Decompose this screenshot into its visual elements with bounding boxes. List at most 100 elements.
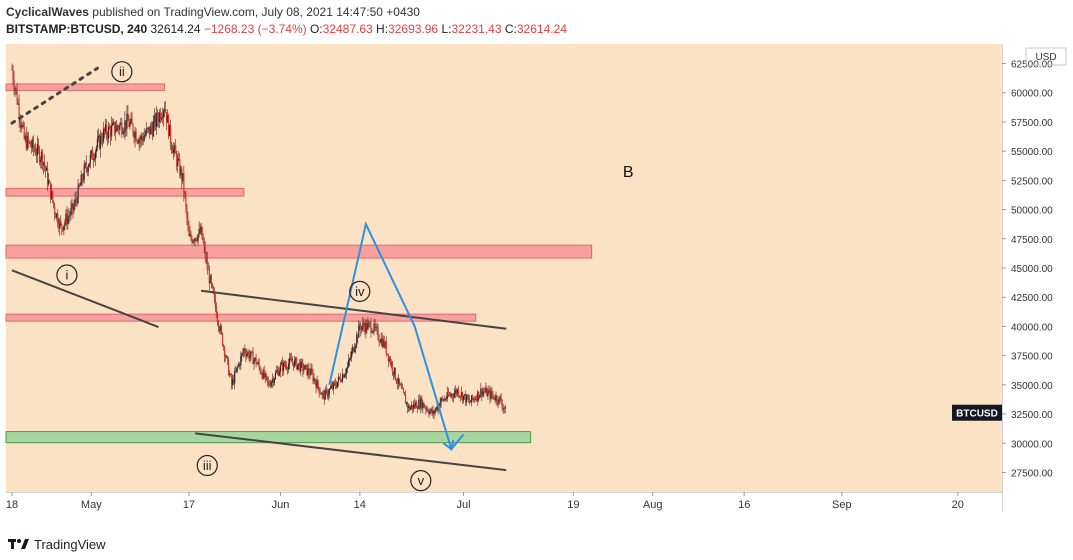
candle-body — [177, 159, 179, 167]
candle-body — [370, 323, 372, 333]
candle-body — [136, 140, 138, 142]
candle-body — [188, 225, 190, 237]
candle-body — [372, 331, 374, 333]
candle-body — [102, 128, 105, 142]
wave-label-circle — [196, 454, 218, 477]
x-tick-label: Jun — [272, 499, 290, 511]
candle-body — [263, 370, 265, 378]
candle-body — [228, 360, 230, 376]
candle-body — [166, 115, 169, 123]
candle-body — [156, 112, 159, 120]
trendline — [194, 432, 507, 472]
candle-body — [427, 409, 429, 412]
wave-label-circle — [349, 280, 371, 302]
candle-body — [391, 362, 393, 372]
candle-body — [182, 173, 184, 182]
candle-body — [192, 240, 194, 243]
currency-label: USD — [1035, 52, 1056, 63]
candle-body — [63, 225, 65, 231]
brand-name[interactable]: TradingView — [34, 536, 106, 552]
candle-body — [390, 362, 392, 365]
candle-body — [43, 162, 46, 167]
candle-body — [269, 385, 271, 387]
candle-body — [211, 283, 213, 287]
candle-body — [324, 389, 326, 400]
dotted-trendline — [10, 66, 99, 125]
symbol-name: BITSTAMP:BTCUSD, 240 — [6, 22, 148, 36]
candle-body — [162, 110, 165, 118]
candle-body — [41, 152, 44, 166]
candle-body — [259, 366, 261, 373]
y-tick-label: 35000.00 — [1011, 381, 1053, 392]
candle-body — [90, 150, 92, 155]
candle-body — [421, 397, 423, 409]
candle-body — [368, 322, 370, 324]
candle-body — [213, 293, 215, 298]
candle-body — [181, 168, 183, 182]
candle-body — [397, 378, 400, 384]
candle-body — [198, 228, 200, 235]
candle-body — [128, 120, 130, 127]
candle-body — [417, 408, 419, 410]
chart-area[interactable]: 27500.00 30000.00 32500.00 35000.00 37500.00… — [0, 44, 1073, 524]
candle-body — [105, 124, 108, 136]
candle-body — [254, 357, 256, 360]
candle-body — [160, 117, 163, 120]
candle-body — [155, 112, 158, 127]
candle-body — [197, 234, 199, 241]
candle-body — [336, 382, 339, 388]
candle-body — [350, 357, 352, 359]
candle-body — [247, 352, 249, 354]
price-axis — [1002, 44, 1068, 512]
candle-body — [252, 352, 254, 365]
candle-body — [163, 109, 166, 111]
candle-body — [44, 166, 47, 171]
candle-body — [371, 332, 373, 333]
candle-body — [278, 371, 281, 376]
candle-body — [217, 321, 220, 328]
candle-body — [39, 159, 42, 163]
candle-body — [382, 339, 384, 347]
candle-body — [45, 168, 48, 171]
candle-body — [164, 109, 167, 113]
candle-body — [425, 407, 427, 410]
candle-body — [396, 382, 399, 384]
candle-body — [57, 213, 59, 225]
candle-body — [246, 353, 248, 357]
candle-body — [67, 216, 69, 225]
candle-body — [326, 389, 328, 397]
candle-body — [484, 391, 486, 393]
candle-body — [490, 391, 492, 399]
candle-body — [14, 88, 16, 90]
candle-body — [443, 398, 445, 401]
candle-body — [420, 397, 422, 408]
candle-body — [316, 380, 318, 389]
wave-label: ii — [111, 61, 133, 83]
candle-body — [394, 367, 396, 380]
candle-body — [419, 399, 421, 408]
candle-body — [483, 391, 485, 393]
y-tick-label: 40000.00 — [1011, 322, 1053, 333]
y-tick-label: 52500.00 — [1011, 176, 1053, 187]
candle-body — [486, 388, 488, 397]
candle-body — [389, 358, 391, 365]
candle-body — [485, 388, 487, 393]
author-name[interactable]: CyclicalWaves — [6, 5, 89, 19]
candle-body — [26, 135, 28, 149]
candle-body — [214, 297, 216, 308]
candle-body — [113, 121, 115, 123]
y-tick-label: 57500.00 — [1011, 118, 1053, 129]
footer: TradingView — [8, 533, 106, 555]
candle-body — [203, 242, 205, 247]
close-value: 32614.24 — [516, 22, 567, 36]
candle-body — [433, 410, 435, 414]
candle-body — [404, 395, 407, 404]
candle-body — [429, 411, 431, 415]
candle-body — [131, 118, 133, 125]
price-chart[interactable]: 27500.00 30000.00 32500.00 35000.00 37500.00… — [0, 44, 1073, 524]
candle-body — [225, 356, 228, 358]
candle-body — [12, 69, 14, 81]
candle-body — [362, 323, 364, 327]
candle-body — [283, 362, 286, 366]
candle-body — [132, 124, 134, 134]
